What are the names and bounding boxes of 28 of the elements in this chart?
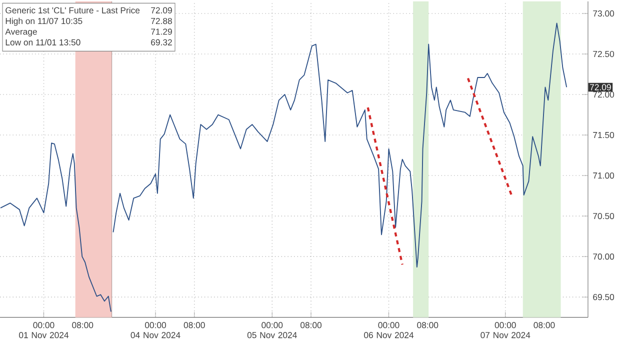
annotation: 72.88 — [151, 18, 172, 24]
y-tick-label: 71.50 — [593, 132, 614, 138]
x-tick-label: 00:00 05 Nov 2024 — [247, 322, 297, 338]
x-tick-label: 08:00 — [184, 322, 205, 328]
annotation: Average — [5, 28, 37, 37]
text: 72.09 — [590, 84, 611, 90]
x-tick-label: 08:00 — [72, 322, 94, 328]
x-tick-label: 00:00 04 Nov 2024 — [130, 322, 180, 338]
y-tick-label: 70.50 — [593, 213, 614, 220]
annotation: High on 11/07 10:35 — [6, 18, 82, 26]
x-tick-label: 00:00 06 Nov 2024 — [364, 322, 414, 338]
annotation: 71.29 — [151, 28, 172, 35]
y-tick-label: 72.00 — [593, 92, 614, 98]
y-tick-label: 69.50 — [593, 294, 614, 300]
annotation: 72.09 — [151, 7, 172, 14]
x-tick-label: 00:00 07 Nov 2024 — [480, 322, 530, 338]
y-tick-label: 70.00 — [593, 254, 614, 260]
x-tick-label: 08:00 — [417, 322, 438, 328]
y-tick-label: 72.50 — [593, 51, 614, 58]
line-series — [112, 22, 568, 268]
x-tick-label: 00:00 01 Nov 2024 — [19, 322, 69, 338]
annotation: Generic 1st 'CL' Future - Last Price — [6, 7, 140, 14]
y-tick-label: 71.00 — [593, 172, 614, 179]
annotation: 69.32 — [151, 39, 172, 46]
annotation: Low on 11/01 13:50 — [6, 39, 80, 46]
x-tick-label: 08:00 — [300, 322, 322, 328]
x-tick-label: 08:00 — [534, 322, 555, 328]
y-tick-label: 73.00 — [593, 10, 614, 17]
